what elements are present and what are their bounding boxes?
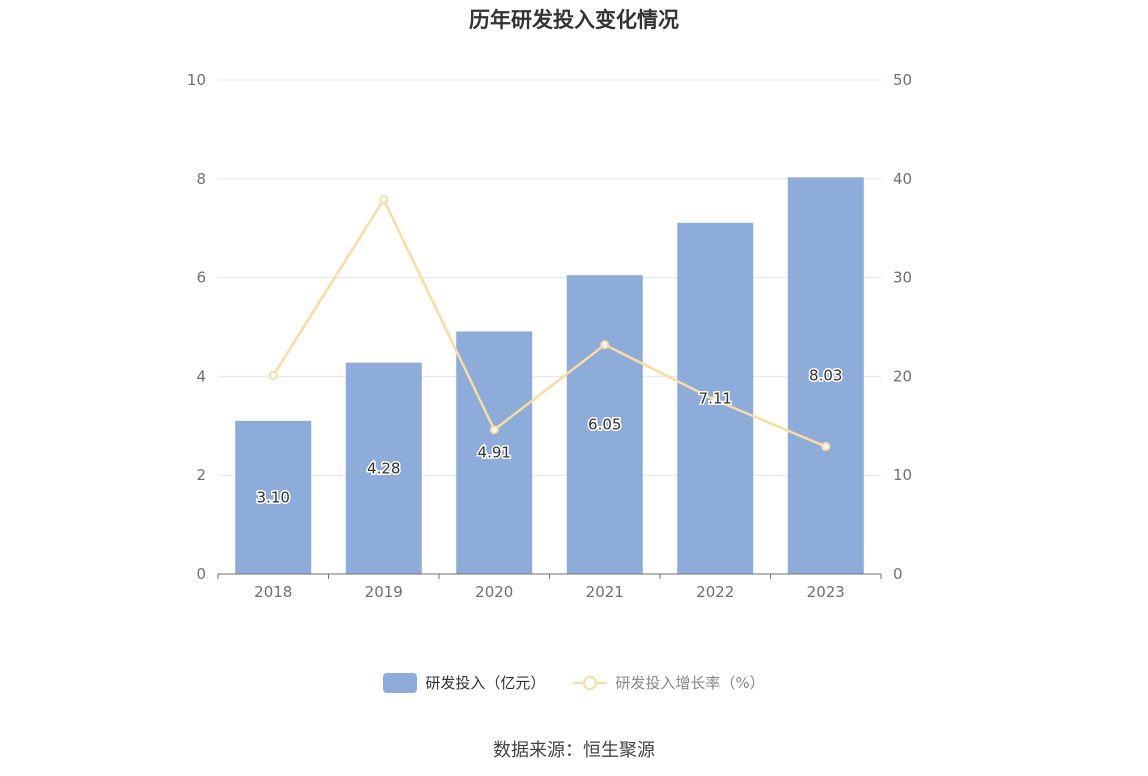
x-tick-label: 2022 bbox=[696, 583, 734, 601]
legend-label-bar: 研发投入（亿元） bbox=[425, 674, 546, 692]
y-right-tick-label: 50 bbox=[893, 71, 912, 89]
bar bbox=[345, 362, 422, 574]
line-point bbox=[710, 395, 720, 405]
x-tick-label: 2018 bbox=[254, 583, 292, 601]
legend-item-bar[interactable]: 研发投入（亿元） bbox=[383, 672, 545, 693]
y-right-tick-label: 20 bbox=[893, 367, 912, 385]
bar bbox=[787, 177, 864, 574]
line-point bbox=[821, 442, 831, 452]
data-labels: 3.10 4.28 4.91 6.05 7.11 8.03 bbox=[255, 365, 844, 508]
legend-label-line: 研发投入增长率（%） bbox=[615, 674, 765, 692]
y-left-tick-label: 4 bbox=[196, 367, 206, 385]
bar-data-label: 4.28 bbox=[367, 459, 400, 477]
y-right-tick-label: 30 bbox=[893, 269, 912, 287]
x-tick-label: 2020 bbox=[475, 583, 513, 601]
line-point bbox=[268, 370, 278, 380]
legend-item-line[interactable]: 研发投入增长率（%） bbox=[573, 672, 765, 693]
growth-rate-line bbox=[272, 196, 827, 448]
grid-lines bbox=[218, 79, 881, 476]
axes: 0 2 4 6 8 10 0 10 20 30 40 50 2018 2019 2020 2021 2022 20… bbox=[187, 71, 912, 601]
y-right-tick-label: 10 bbox=[893, 466, 912, 484]
bar-data-label: 4.91 bbox=[478, 444, 511, 462]
bar-data-label: 6.05 bbox=[588, 416, 621, 434]
x-tick-label: 2023 bbox=[807, 583, 845, 601]
y-left-tick-label: 0 bbox=[196, 565, 206, 583]
line-series bbox=[268, 195, 831, 452]
bar-series bbox=[235, 177, 864, 575]
legend-swatch-line bbox=[573, 675, 608, 690]
line-point bbox=[489, 425, 499, 435]
data-source: 数据来源：恒生聚源 bbox=[493, 740, 655, 761]
legend: 研发投入（亿元） 研发投入增长率（%） bbox=[0, 672, 1148, 693]
bar-data-label: 3.10 bbox=[257, 488, 290, 506]
y-left-tick-label: 8 bbox=[196, 170, 206, 188]
line-point bbox=[379, 195, 389, 205]
bar bbox=[235, 420, 312, 574]
bar-data-label: 8.03 bbox=[809, 367, 842, 385]
legend-swatch-bar bbox=[383, 672, 418, 693]
y-right-tick-label: 40 bbox=[893, 170, 912, 188]
bar bbox=[456, 331, 533, 574]
x-tick-label: 2021 bbox=[586, 583, 624, 601]
y-right-tick-label: 0 bbox=[893, 565, 903, 583]
x-tick-label: 2019 bbox=[365, 583, 403, 601]
chart-title: 历年研发投入变化情况 bbox=[469, 8, 679, 32]
line-point bbox=[600, 340, 610, 350]
bar-data-label: 7.11 bbox=[699, 389, 732, 407]
bar bbox=[566, 275, 643, 574]
y-left-tick-label: 6 bbox=[196, 269, 206, 287]
y-left-tick-label: 10 bbox=[187, 71, 206, 89]
y-left-tick-label: 2 bbox=[196, 466, 206, 484]
